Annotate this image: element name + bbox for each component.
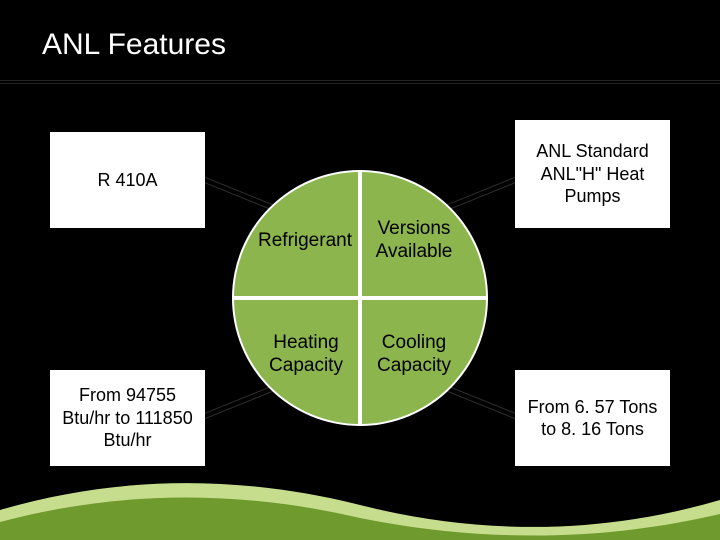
wave-dark-path: [0, 497, 720, 540]
info-box-top-right: ANL Standard ANL"H" Heat Pumps: [515, 120, 670, 228]
info-box-bottom-left: From 94755 Btu/hr to 111850 Btu/hr: [50, 370, 205, 466]
quadrant-bottom-left: Heating Capacity: [232, 298, 360, 426]
center-circle: Refrigerant Versions Available Heating C…: [232, 170, 488, 426]
info-box-top-left: R 410A: [50, 132, 205, 228]
quadrant-bottom-right: Cooling Capacity: [360, 298, 488, 426]
page-title: ANL Features: [42, 28, 226, 62]
quadrant-top-right: Versions Available: [360, 170, 488, 298]
title-underline: [0, 80, 720, 84]
footer-wave-decoration: [0, 470, 720, 540]
quadrant-top-left: Refrigerant: [232, 170, 360, 298]
info-box-bottom-right: From 6. 57 Tons to 8. 16 Tons: [515, 370, 670, 466]
